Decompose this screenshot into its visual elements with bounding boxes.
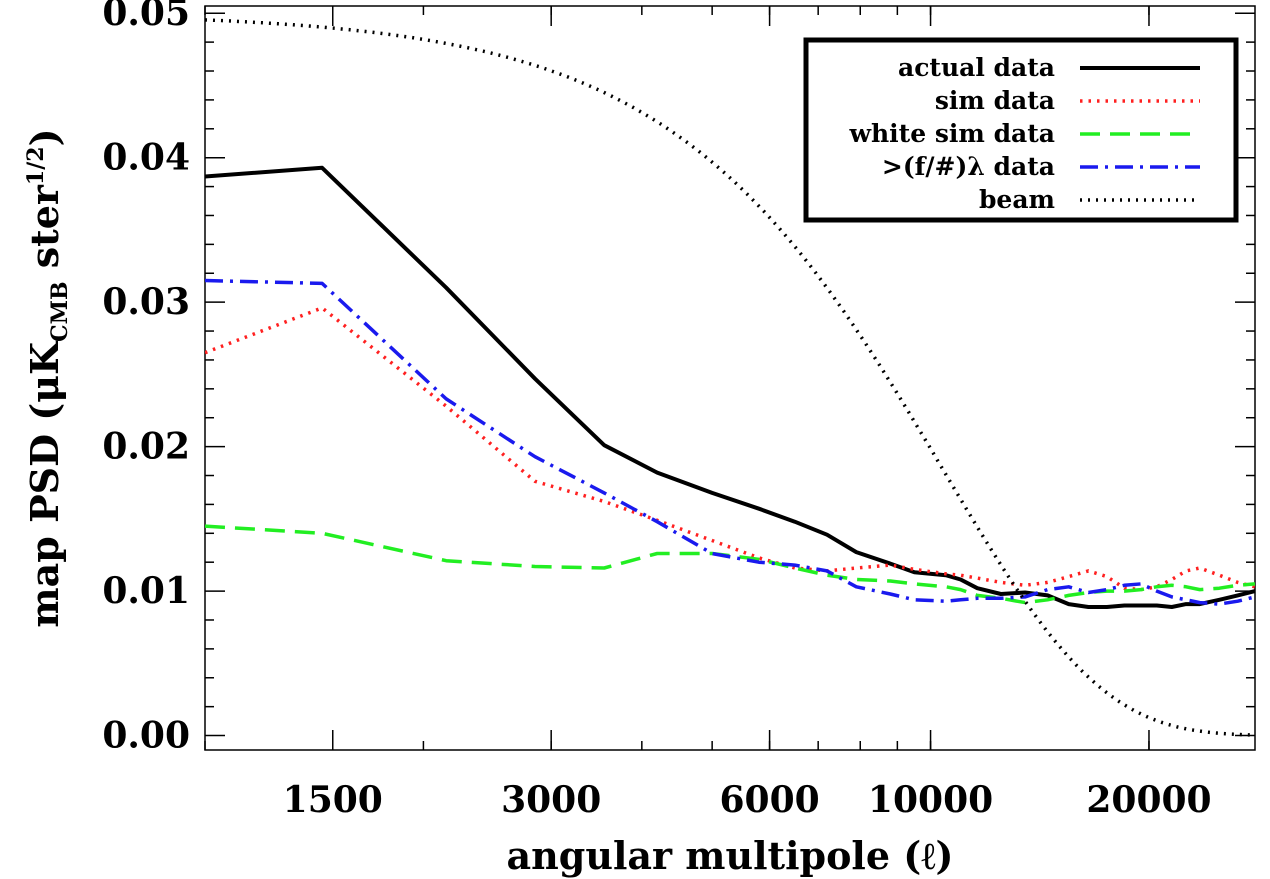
series-line-3 — [205, 278, 1255, 606]
y-tick-label: 0.02 — [102, 426, 190, 468]
x-tick-label: 3000 — [501, 779, 601, 821]
axis-tick-labels: 0.00 0.01 0.02 0.03 0.04 0.05 1500 3000 6000 1000… — [102, 0, 1211, 821]
series-line-2 — [205, 524, 1255, 605]
x-tick-label: 1500 — [283, 779, 383, 821]
plot-frame — [204, 5, 1256, 751]
y-tick-label: 0.03 — [102, 281, 190, 323]
legend-label: >(f/#)λ data — [882, 152, 1055, 181]
legend-label: actual data — [898, 53, 1055, 82]
x-tick-label: 20000 — [1086, 779, 1211, 821]
y-axis-title: map PSD (μKCMB ster1/2) — [22, 128, 73, 627]
x-tick-label: 6000 — [719, 779, 819, 821]
legend: actual data sim data white sim data >(f/#)λ… — [803, 37, 1239, 223]
y-tick-label: 0.04 — [102, 137, 190, 179]
y-tick-label: 0.05 — [102, 0, 190, 34]
series-layer — [205, 18, 1255, 737]
y-tick-label: 0.01 — [102, 570, 190, 612]
x-axis-title: angular multipole (ℓ) — [507, 833, 954, 878]
series-line-1 — [205, 306, 1255, 592]
y-tick-label: 0.00 — [102, 715, 190, 757]
x-tick-label: 10000 — [868, 779, 993, 821]
legend-label: white sim data — [848, 119, 1055, 148]
series-line-0 — [205, 165, 1255, 609]
legend-label: beam — [979, 185, 1055, 214]
legend-label: sim data — [935, 86, 1055, 115]
